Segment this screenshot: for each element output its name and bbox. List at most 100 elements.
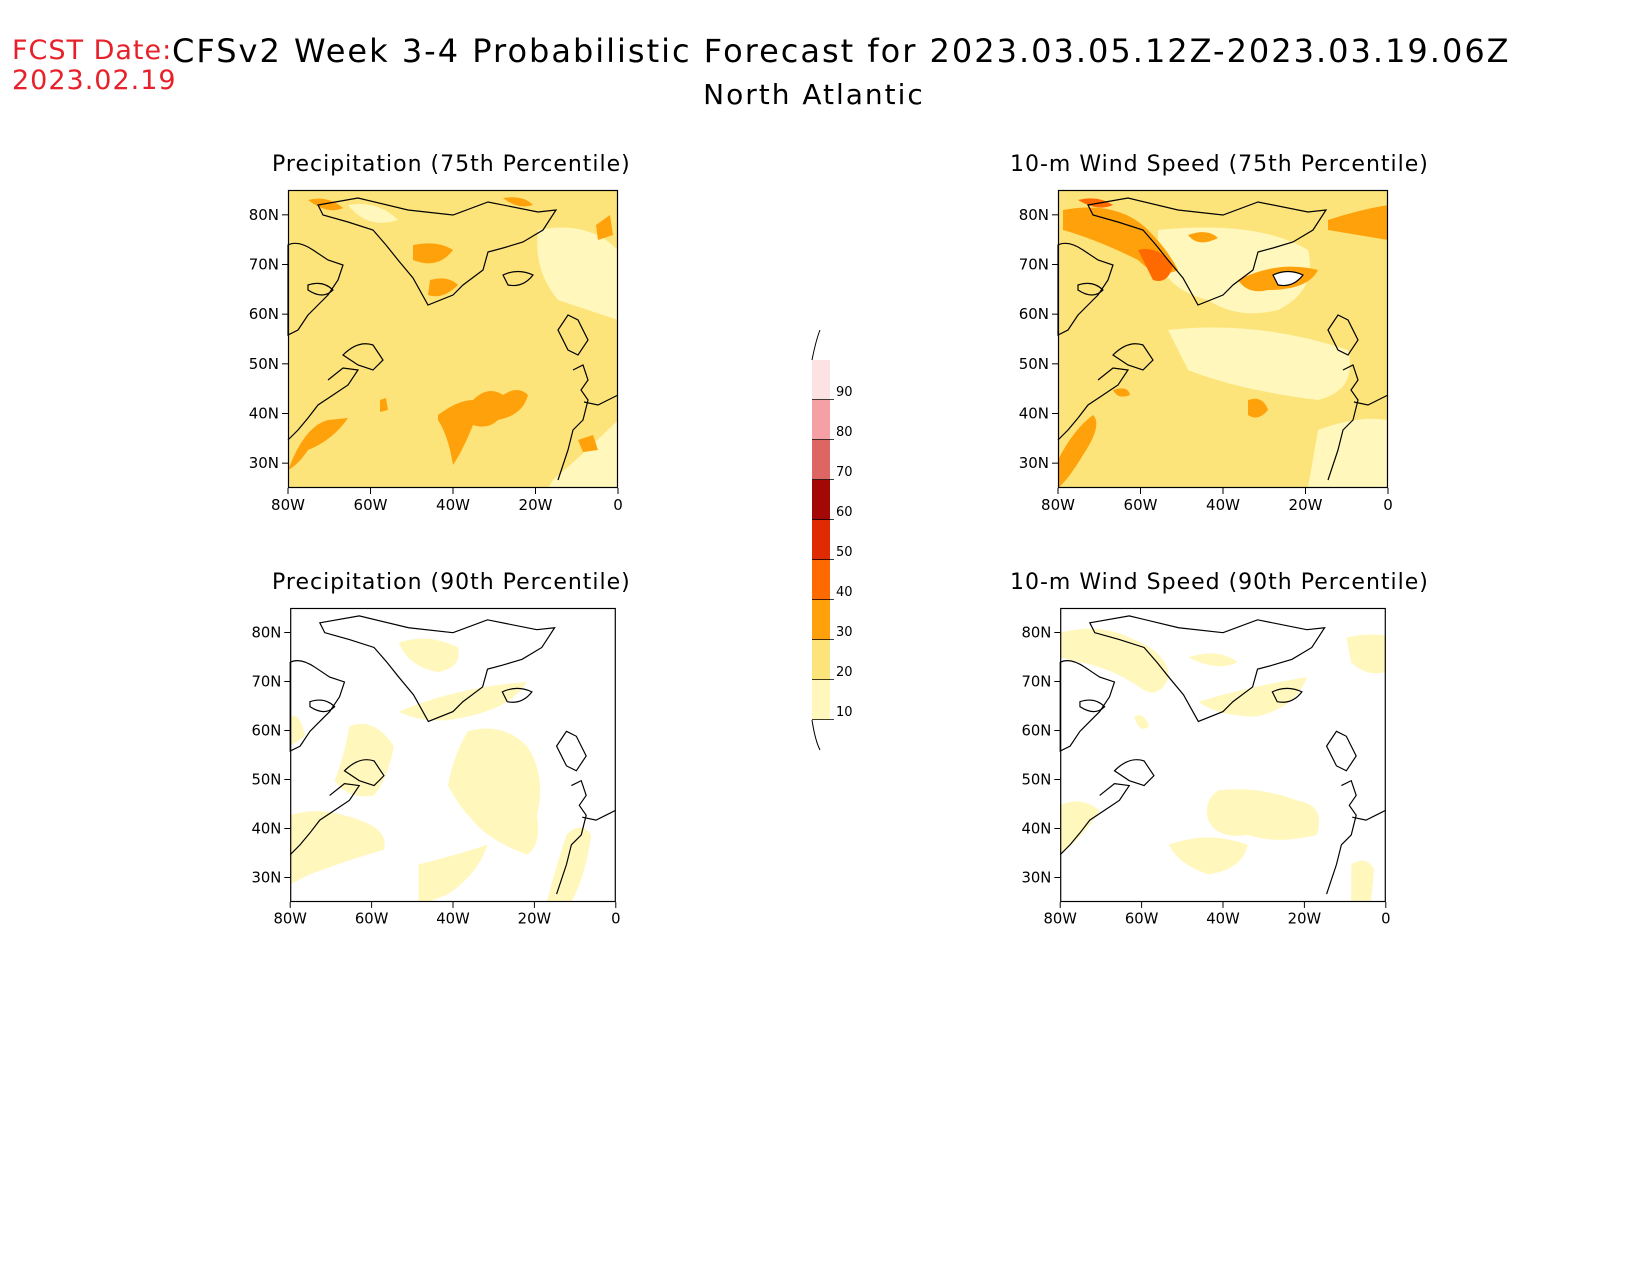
panel-title-precip-90: Precipitation (90th Percentile) — [272, 570, 631, 595]
lat-label: 50N — [1021, 771, 1051, 788]
forecast-date-label: FCST Date: — [12, 35, 173, 66]
lon-label: 40W — [1206, 911, 1240, 928]
colorbar-label: 60 — [836, 505, 853, 520]
colorbar-label: 40 — [836, 585, 853, 600]
map-precip-90: 80N 70N 60N 50N 40N 30N 80W 60W 40W 20W 0 — [251, 607, 620, 928]
coastlines — [289, 615, 617, 895]
lat-ticks: 80N 70N 60N 50N 40N 30N — [1021, 624, 1061, 886]
lon-ticks: 80W 60W 40W 20W 0 — [1043, 902, 1390, 928]
map-fill — [1060, 608, 1386, 902]
colorbar-label: 70 — [836, 465, 853, 480]
lon-label: 60W — [1124, 496, 1158, 514]
lon-label: 0 — [1381, 911, 1390, 928]
lat-label: 40N — [249, 405, 279, 423]
lon-label: 0 — [1383, 496, 1393, 514]
lat-label: 40N — [251, 820, 281, 837]
lon-ticks: 80W 60W 40W 20W 0 — [1041, 488, 1393, 514]
colorbar-label: 50 — [836, 545, 853, 560]
lat-label: 80N — [249, 206, 279, 224]
colorbar-box — [812, 560, 830, 600]
lon-label: 20W — [519, 496, 553, 514]
colorbar-label: 20 — [836, 665, 853, 680]
colorbar-boxes — [811, 329, 830, 751]
lon-label: 40W — [436, 911, 470, 928]
lon-label: 0 — [611, 911, 620, 928]
forecast-date-value: 2023.02.19 — [12, 65, 177, 96]
lon-label: 60W — [354, 496, 388, 514]
lat-label: 30N — [1021, 869, 1051, 886]
lat-label: 70N — [251, 673, 281, 690]
lat-label: 50N — [1019, 355, 1049, 373]
map-precip-75: 80N 70N 60N 50N 40N 30N 80W 60W 40W 20W 0 — [249, 189, 623, 514]
lon-label: 80W — [273, 911, 307, 928]
lat-label: 60N — [1021, 722, 1051, 739]
map-fill — [1058, 190, 1388, 488]
lat-label: 60N — [1019, 305, 1049, 323]
lat-ticks: 80N 70N 60N 50N 40N 30N — [249, 206, 288, 472]
lat-label: 60N — [251, 722, 281, 739]
coastlines — [287, 197, 619, 481]
colorbar-box — [812, 440, 830, 480]
colorbar-labels: 10 20 30 40 50 60 70 80 90 — [812, 385, 853, 720]
lat-label: 40N — [1021, 820, 1051, 837]
map-frame — [1057, 189, 1389, 489]
page-title: CFSv2 Week 3-4 Probabilistic Forecast fo… — [172, 32, 1511, 70]
lon-label: 40W — [436, 496, 470, 514]
lon-label: 0 — [613, 496, 623, 514]
coastlines — [1059, 615, 1387, 895]
panel-title-precip-75: Precipitation (75th Percentile) — [272, 152, 631, 177]
colorbar-box — [812, 480, 830, 520]
lat-label: 80N — [1019, 206, 1049, 224]
map-wind-75: 80N 70N 60N 50N 40N 30N 80W 60W 40W 20W 0 — [1019, 189, 1393, 514]
lon-label: 80W — [1041, 496, 1075, 514]
panel-title-wind-75: 10-m Wind Speed (75th Percentile) — [1010, 152, 1429, 177]
map-fill — [290, 608, 616, 902]
lon-label: 60W — [1125, 911, 1159, 928]
lat-label: 70N — [249, 256, 279, 274]
colorbar-box — [812, 400, 830, 440]
lon-label: 60W — [355, 911, 389, 928]
panel-title-wind-90: 10-m Wind Speed (90th Percentile) — [1010, 570, 1429, 595]
lon-label: 20W — [518, 911, 552, 928]
colorbar-label: 30 — [836, 625, 853, 640]
lon-label: 20W — [1289, 496, 1323, 514]
colorbar-box — [812, 600, 830, 640]
colorbar-label: 10 — [836, 705, 853, 720]
colorbar-label: 90 — [836, 385, 853, 400]
lat-label: 50N — [249, 355, 279, 373]
colorbar-label: 80 — [836, 425, 853, 440]
lat-label: 80N — [251, 624, 281, 641]
lat-label: 70N — [1021, 673, 1051, 690]
colorbar-box — [812, 680, 830, 720]
lon-label: 80W — [271, 496, 305, 514]
colorbar-box — [812, 640, 830, 680]
lat-ticks: 80N 70N 60N 50N 40N 30N — [1019, 206, 1058, 472]
lon-label: 20W — [1288, 911, 1322, 928]
lat-label: 30N — [1019, 454, 1049, 472]
colorbar-box — [812, 360, 830, 400]
lon-ticks: 80W 60W 40W 20W 0 — [271, 488, 623, 514]
lat-label: 30N — [251, 869, 281, 886]
lat-label: 30N — [249, 454, 279, 472]
map-fill — [288, 190, 618, 488]
forecast-date: FCST Date: 2023.02.19 — [12, 36, 177, 96]
colorbar-box — [812, 520, 830, 560]
lon-label: 80W — [1043, 911, 1077, 928]
map-frame — [1060, 607, 1386, 903]
region-subtitle: North Atlantic — [703, 78, 925, 111]
lat-label: 50N — [251, 771, 281, 788]
lat-label: 70N — [1019, 256, 1049, 274]
coastlines — [1057, 197, 1389, 481]
map-frame — [287, 189, 619, 489]
lat-label: 60N — [249, 305, 279, 323]
colorbar-bottom-cap — [811, 719, 821, 751]
colorbar-top-cap — [811, 329, 821, 361]
lat-label: 80N — [1021, 624, 1051, 641]
lat-ticks: 80N 70N 60N 50N 40N 30N — [251, 624, 291, 886]
map-wind-90: 80N 70N 60N 50N 40N 30N 80W 60W 40W 20W 0 — [1021, 607, 1390, 928]
map-frame — [290, 607, 616, 903]
colorbar: 10 20 30 40 50 60 70 80 90 — [811, 329, 853, 751]
lon-label: 40W — [1206, 496, 1240, 514]
lat-label: 40N — [1019, 405, 1049, 423]
lon-ticks: 80W 60W 40W 20W 0 — [273, 902, 620, 928]
